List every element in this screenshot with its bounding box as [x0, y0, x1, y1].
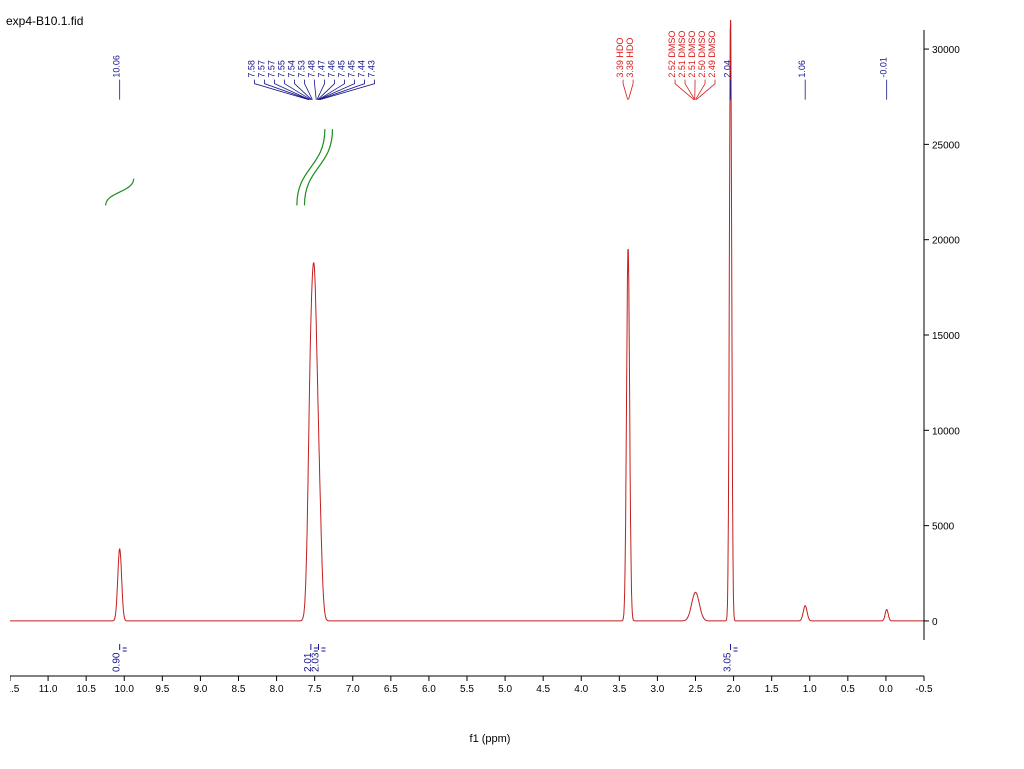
integral-value: 0.90 [112, 652, 123, 672]
x-tick-label: 8.5 [232, 684, 246, 695]
x-tick-label: 5.0 [498, 684, 512, 695]
peak-label: 7.48 [307, 60, 317, 78]
integral-value: 2.03 [310, 652, 321, 672]
peak-label: 2.04 [723, 60, 733, 78]
peak-label: 1.06 [797, 60, 807, 78]
x-tick-label: -0.5 [915, 684, 933, 695]
peak-label-line [675, 80, 694, 100]
x-tick-label: 3.0 [650, 684, 664, 695]
integral-curve [106, 179, 134, 206]
spectrum-trace [10, 20, 924, 621]
x-tick-label: 9.0 [193, 684, 207, 695]
x-axis-label: f1 (ppm) [10, 733, 970, 745]
peak-label: 2.52 DMSO [667, 31, 677, 78]
x-tick-label: 7.5 [308, 684, 322, 695]
peak-label: -0.01 [879, 57, 889, 78]
peak-label-line [275, 80, 310, 100]
peak-label: 3.38 HDO [625, 38, 635, 78]
integral-curve [304, 129, 332, 205]
y-tick-label: 25000 [932, 140, 960, 151]
y-tick-label: 10000 [932, 426, 960, 437]
peak-label: 2.51 DMSO [677, 31, 687, 78]
x-tick-label: 11.5 [10, 684, 20, 695]
x-tick-label: 7.0 [346, 684, 360, 695]
peak-label: 10.06 [112, 55, 122, 78]
x-tick-label: 3.5 [612, 684, 626, 695]
peak-label: 2.49 DMSO [707, 31, 717, 78]
x-tick-label: 10.5 [76, 684, 96, 695]
x-tick-label: 6.5 [384, 684, 398, 695]
y-tick-label: 30000 [932, 45, 960, 56]
peak-label: 7.47 [317, 60, 327, 78]
x-tick-label: 11.0 [39, 684, 58, 695]
nmr-svg: 0 5000 10000 15000 20000 25000 30000 11.5 11.0 10… [10, 20, 970, 700]
x-tick-label: 5.5 [460, 684, 474, 695]
peak-label: 7.46 [327, 60, 337, 78]
y-tick-label: 0 [932, 617, 938, 628]
integral-curve [297, 129, 325, 205]
peak-label: 7.53 [297, 60, 307, 78]
nmr-plot: 0 5000 10000 15000 20000 25000 30000 11.5 11.0 10… [10, 20, 970, 700]
peak-label: 7.58 [247, 60, 257, 78]
x-tick-label: 6.0 [422, 684, 436, 695]
peak-label: 7.55 [277, 60, 287, 78]
x-tick-label: 8.0 [270, 684, 284, 695]
integral-value: 3.05 [723, 652, 734, 672]
x-tick-label: 0.0 [879, 684, 893, 695]
peak-label-line [628, 80, 633, 100]
y-tick-label: 5000 [932, 522, 955, 533]
y-tick-label: 20000 [932, 236, 960, 247]
x-tick-label: 2.0 [727, 684, 741, 695]
peak-label: 7.45 [337, 60, 347, 78]
peak-label: 7.43 [367, 60, 377, 78]
x-tick-label: 0.5 [841, 684, 855, 695]
x-tick-label: 4.5 [536, 684, 550, 695]
x-tick-label: 10.0 [115, 684, 135, 695]
x-tick-label: 1.5 [765, 684, 779, 695]
peak-label: 3.39 HDO [615, 38, 625, 78]
peak-label: 7.57 [257, 60, 267, 78]
y-tick-label: 15000 [932, 331, 960, 342]
peak-label-line [623, 80, 628, 100]
peak-label-line [696, 80, 715, 100]
peak-label: 7.57 [267, 60, 277, 78]
x-tick-label: 2.5 [689, 684, 703, 695]
peak-label: 7.45 [347, 60, 357, 78]
peak-label: 7.54 [287, 60, 297, 78]
x-tick-label: 1.0 [803, 684, 817, 695]
peak-label-line [315, 80, 317, 100]
x-tick-label: 9.5 [155, 684, 169, 695]
peak-label: 2.50 DMSO [697, 31, 707, 78]
x-tick-label: 4.0 [574, 684, 588, 695]
peak-label: 7.44 [357, 60, 367, 78]
peak-label: 2.51 DMSO [687, 31, 697, 78]
